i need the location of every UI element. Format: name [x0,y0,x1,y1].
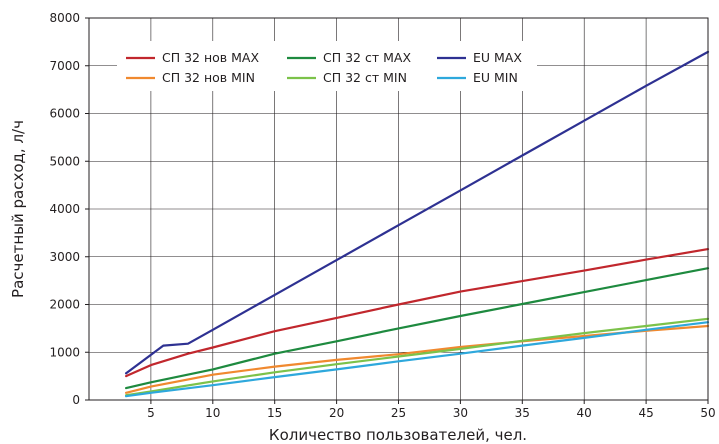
legend: СП 32 нов MAX СП 32 нов MIN СП 32 ст MAX СП… [117,41,537,91]
x-tick-label: 45 [638,406,653,420]
x-tick-label: 50 [700,406,715,420]
y-axis: 0 1000 2000 3000 4000 5000 6000 7000 8000 [49,11,89,407]
legend-label: СП 32 нов MIN [162,70,255,85]
x-tick-label: 5 [147,406,155,420]
x-tick-label: 40 [577,406,592,420]
y-tick-label: 4000 [49,202,80,216]
y-tick-label: 3000 [49,250,80,264]
series-line-eu-max [124,50,710,375]
legend-background [117,41,537,91]
y-tick-label: 6000 [49,107,80,121]
series-lines [124,50,710,398]
series-line-сп-32-ст-min [124,317,710,397]
y-tick-label: 7000 [49,59,80,73]
legend-label: СП 32 ст MAX [323,50,411,65]
x-tick-label: 25 [391,406,406,420]
y-tick-label: 0 [72,393,80,407]
series-line-eu-min [124,321,710,398]
y-tick-label: 2000 [49,298,80,312]
x-tick-label: 15 [267,406,282,420]
x-tick-label: 35 [515,406,530,420]
legend-label: EU MIN [473,70,518,85]
y-tick-label: 5000 [49,154,80,168]
x-tick-label: 30 [453,406,468,420]
y-axis-label: Расчетный расход, л/ч [9,120,27,298]
x-tick-label: 10 [205,406,220,420]
series-line-сп-32-ст-max [124,267,710,390]
y-tick-label: 1000 [49,345,80,359]
series-line-сп-32-нов-max [124,248,710,378]
legend-label: СП 32 нов MAX [162,50,259,65]
x-axis: 5 10 15 20 25 30 35 40 45 50 [147,400,716,420]
x-axis-label: Количество пользователей, чел. [269,426,527,444]
legend-label: EU MAX [473,50,522,65]
y-tick-label: 8000 [49,11,80,25]
x-tick-label: 20 [329,406,344,420]
legend-label: СП 32 ст MIN [323,70,407,85]
